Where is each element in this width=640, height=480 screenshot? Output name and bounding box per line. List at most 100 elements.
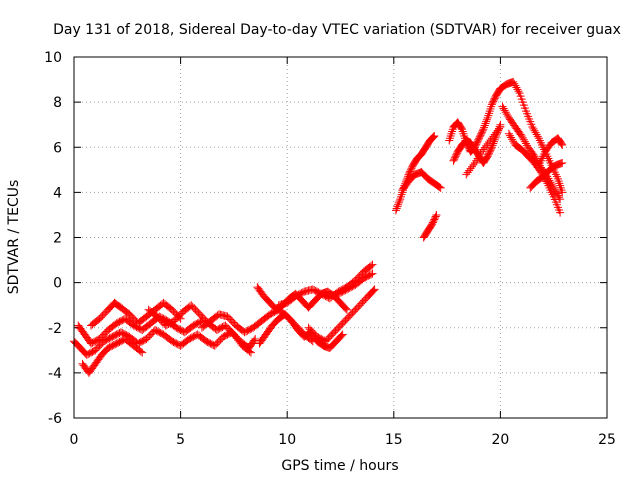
x-tick-label: 25 (598, 432, 616, 448)
data-point (521, 139, 530, 148)
data-point (484, 111, 493, 120)
data-point (501, 80, 510, 89)
data-point (431, 212, 440, 221)
data-point (504, 129, 513, 138)
data-point (394, 198, 403, 207)
data-point (507, 133, 516, 142)
data-point (556, 208, 565, 217)
data-point (487, 143, 496, 152)
data-point (510, 79, 519, 88)
data-point (251, 335, 260, 344)
x-tick-label: 5 (176, 432, 185, 448)
data-point (509, 137, 518, 146)
data-point (478, 126, 487, 135)
data-point (500, 81, 509, 90)
data-point (508, 135, 517, 144)
data-point (369, 286, 378, 295)
x-tick-label: 10 (278, 432, 296, 448)
data-point (505, 131, 514, 140)
grid-lines (74, 57, 607, 418)
data-points (70, 77, 567, 377)
y-tick-label: 4 (53, 185, 62, 201)
data-point (558, 188, 567, 197)
data-point (531, 128, 540, 137)
data-point (481, 119, 490, 128)
y-tick-label: -4 (48, 366, 62, 382)
data-point (367, 270, 376, 279)
y-tick-label: -2 (48, 321, 62, 337)
data-point (138, 348, 147, 357)
data-point (430, 131, 439, 140)
data-point (558, 159, 567, 168)
data-point (394, 200, 403, 209)
data-point (393, 202, 402, 211)
data-point (485, 107, 494, 116)
x-tick-label: 20 (491, 432, 509, 448)
data-point (396, 195, 405, 204)
data-point (535, 166, 544, 175)
y-tick-label: 10 (44, 50, 62, 66)
y-tick-label: 8 (53, 95, 62, 111)
data-point (435, 183, 444, 192)
x-axis-label: GPS time / hours (281, 458, 398, 474)
series-arc-2 (74, 312, 206, 348)
data-point (250, 336, 259, 345)
data-point (338, 330, 347, 339)
data-point (523, 141, 532, 150)
y-tick-label: 2 (53, 231, 62, 247)
data-point (368, 260, 377, 269)
data-point (391, 206, 400, 215)
data-point (513, 85, 522, 94)
y-tick-label: 6 (53, 140, 62, 156)
data-point (480, 121, 489, 130)
chart-title: Day 131 of 2018, Sidereal Day-to-day VTE… (53, 22, 621, 38)
data-point (519, 135, 528, 144)
data-point (480, 123, 489, 132)
data-point (547, 180, 556, 189)
series-arc-21 (534, 134, 567, 170)
data-point (445, 136, 454, 145)
series-arc-17 (462, 122, 505, 179)
x-tick-label: 15 (385, 432, 403, 448)
data-point (434, 182, 443, 191)
series-arc-7 (253, 283, 351, 314)
y-tick-labels: -6 -4 -2 0 2 4 6 8 10 (44, 50, 62, 427)
data-point (517, 131, 526, 140)
data-point (392, 204, 401, 213)
data-point (341, 304, 350, 313)
data-point (498, 102, 507, 111)
y-tick-label: -6 (48, 411, 62, 427)
data-point (512, 83, 521, 92)
series-arc-18 (496, 77, 567, 197)
data-point (447, 129, 456, 138)
data-point (516, 130, 525, 139)
data-point (436, 183, 445, 192)
data-point (136, 347, 145, 356)
data-point (457, 124, 466, 133)
plot-frame (73, 56, 608, 419)
data-point (557, 139, 566, 148)
data-point (494, 124, 503, 133)
y-axis-label: SDTVAR / TECUs (6, 180, 22, 295)
data-point (520, 137, 529, 146)
data-point (367, 261, 376, 270)
data-point (496, 122, 505, 131)
series-arc-13 (398, 168, 445, 195)
data-point (469, 160, 478, 169)
series-arc-10 (304, 285, 379, 346)
x-tick-labels: 0 5 10 15 20 25 (70, 432, 616, 448)
data-point (550, 162, 559, 171)
data-point (499, 104, 508, 113)
data-point (514, 87, 523, 96)
data-point (553, 191, 562, 200)
data-point (529, 124, 538, 133)
data-point (549, 162, 558, 171)
data-point (483, 113, 492, 122)
x-tick-label: 0 (70, 432, 79, 448)
data-point (500, 106, 509, 115)
series-arc-22 (526, 159, 567, 192)
data-point (546, 178, 555, 187)
data-point (482, 117, 491, 126)
data-point (396, 192, 405, 201)
